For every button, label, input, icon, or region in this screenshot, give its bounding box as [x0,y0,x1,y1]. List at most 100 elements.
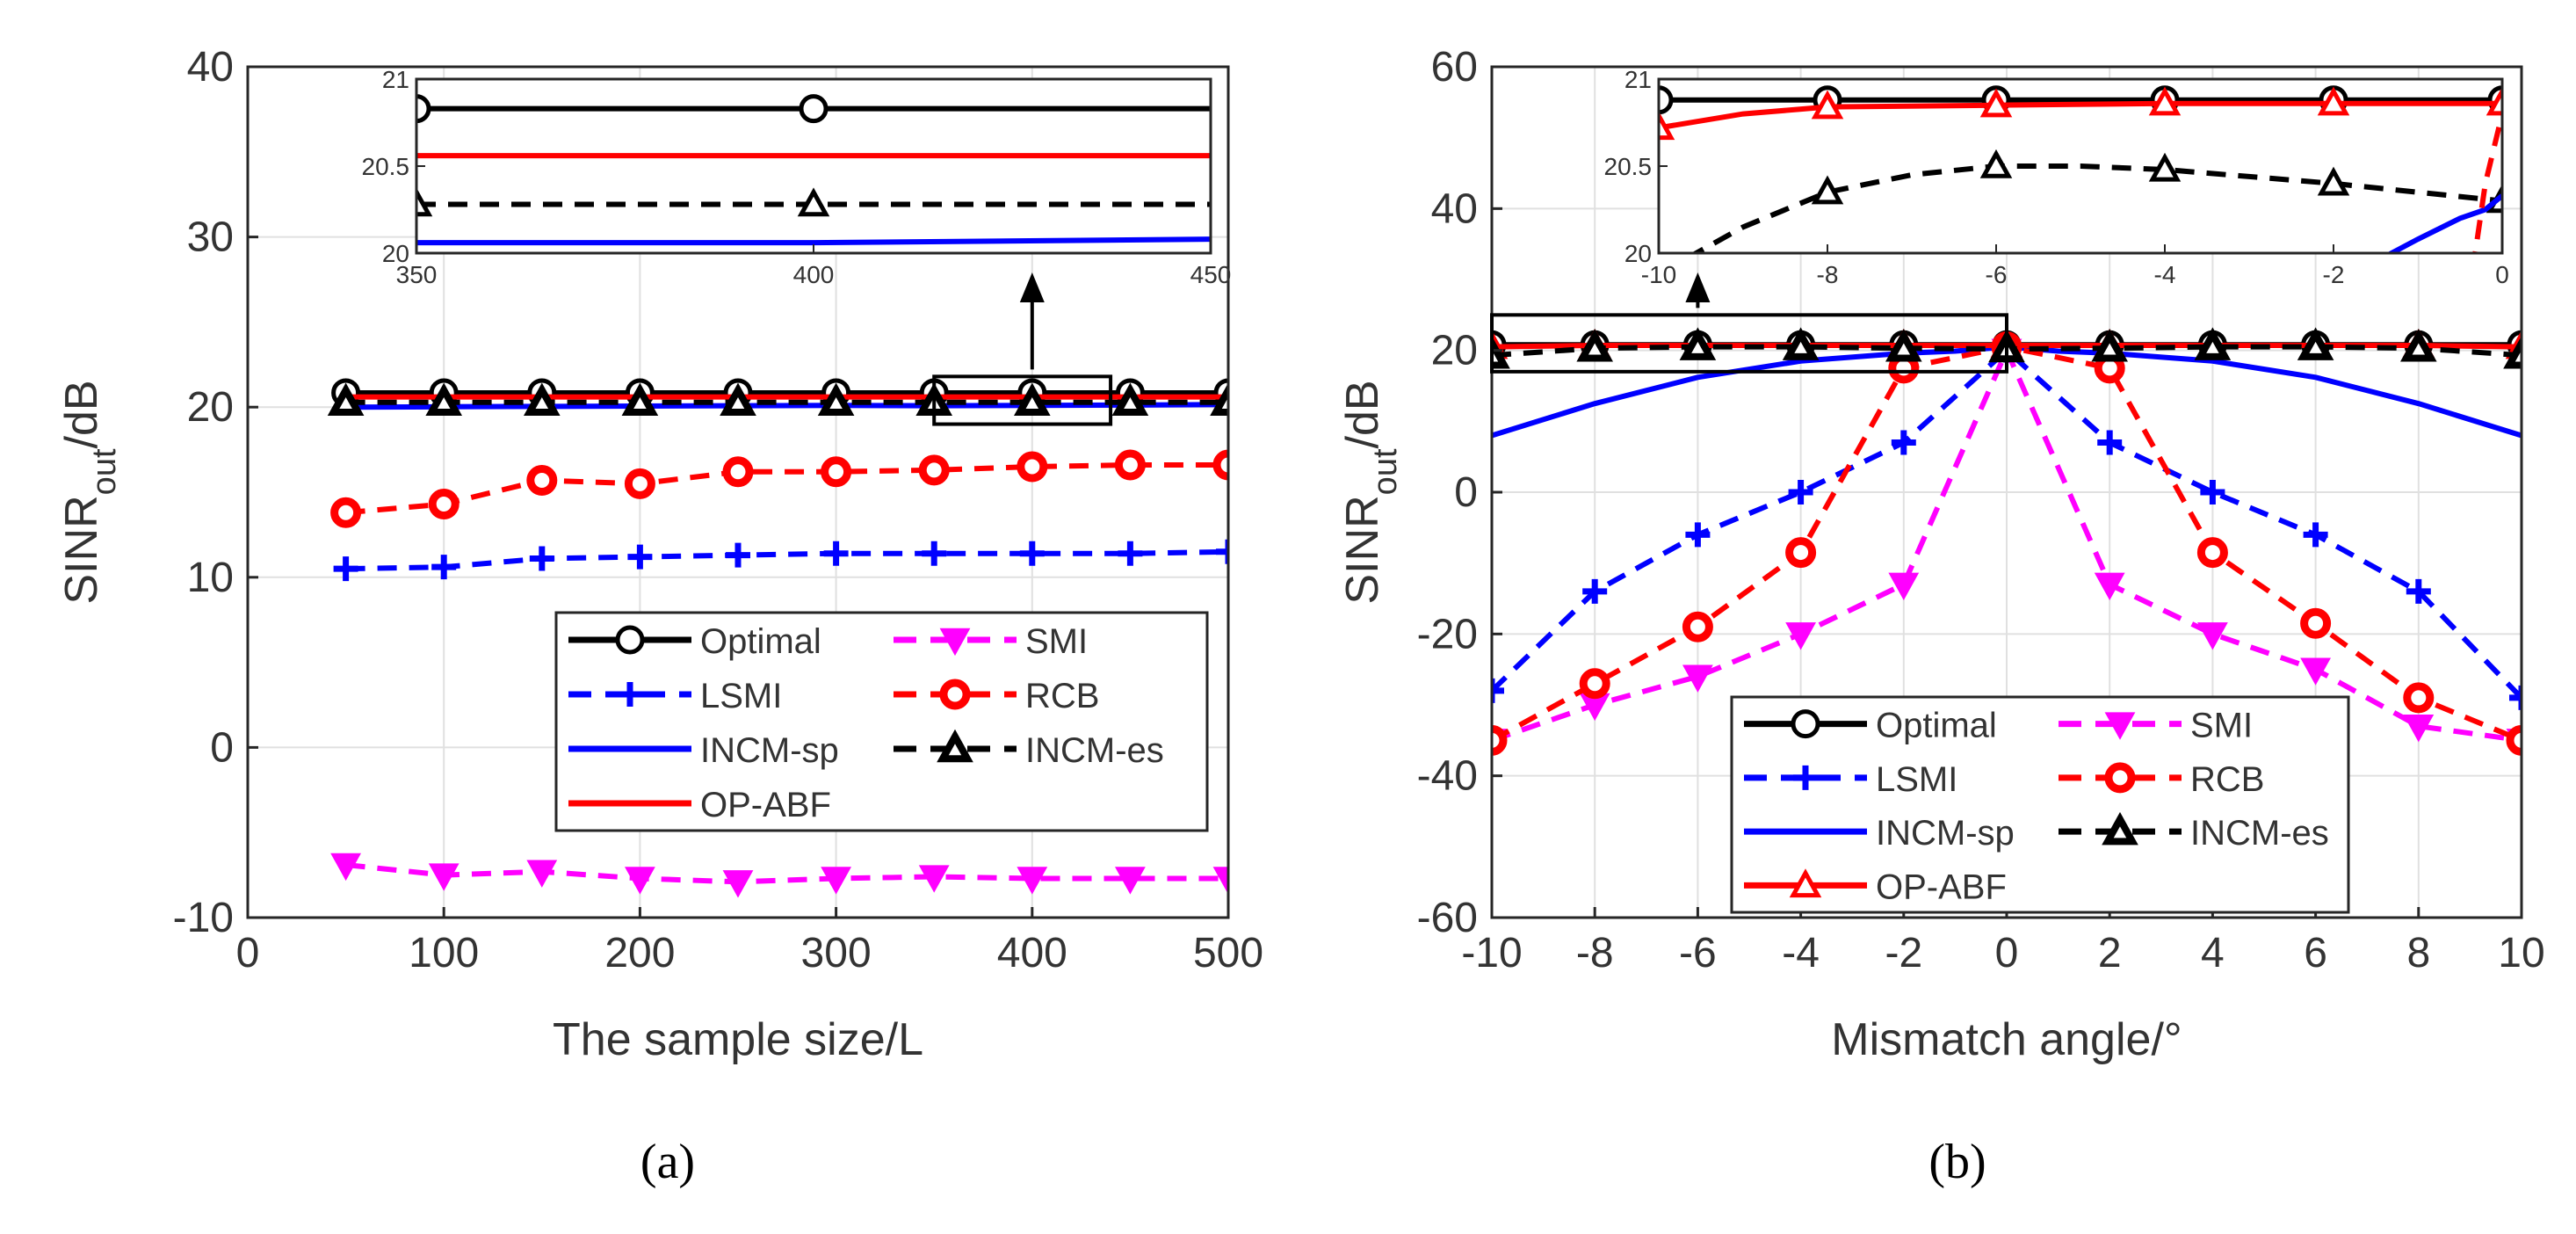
data-point-incm-es [524,382,561,416]
data-point-smi [1212,867,1228,895]
legend-marker-rcb [2104,762,2136,794]
data-point-smi [1017,867,1048,895]
data-point-rcb [1492,724,1508,756]
y-tick-label: 20 [187,384,234,431]
data-point-smi [722,870,754,898]
data-point-lsmi [1891,430,1916,455]
data-point-lsmi [529,546,554,571]
series-line-lsmi [345,548,1228,572]
inset-x-tick-label: -2 [2323,261,2345,288]
legend-label-incm-sp: INCM-sp [1876,814,2015,853]
inset-y-tick-label: 20 [1624,240,1652,267]
inset-series-group [1659,85,2502,253]
data-point-lsmi [823,541,849,566]
zoom-box [1490,313,2008,374]
data-point-lsmi [2509,685,2522,710]
x-tick-label: 100 [409,930,479,976]
y-tick-label: 30 [187,214,234,261]
inset-y-tick-label: 20.5 [1604,153,1653,180]
legend-marker-lsmi [1793,765,1818,790]
legend-label-incm-sp: INCM-sp [700,731,839,770]
data-point-lsmi [1685,522,1711,548]
legend-label-optimal: Optimal [700,622,821,661]
inset-point-incm-es [416,187,433,217]
x-tick-label: 0 [236,930,260,976]
data-point-incm-es [621,382,659,416]
inset-point-optimal [416,94,431,124]
y-axis-label: SINRout/dB [1337,380,1404,604]
y-axis-label-sub: out [86,448,123,495]
y-tick-label: 40 [187,44,234,91]
y-axis-label-unit: /dB [1337,380,1388,448]
x-axis-label: Mismatch angle/° [1831,1014,2182,1065]
data-point-rcb [1785,537,1817,569]
inset-point-incm-es [797,187,830,217]
y-tick-label: 60 [1431,44,1478,91]
data-point-lsmi [1216,539,1228,564]
data-point-smi [1888,572,1920,600]
x-tick-label: 400 [997,930,1067,976]
data-point-incm-es [817,382,855,416]
inset-y-tick-label: 21 [1624,66,1652,93]
legend-marker-incm-es [937,729,973,763]
data-point-smi [526,860,558,888]
legend-label-op-abf: OP-ABF [1876,867,2007,906]
x-tick-label: 200 [604,930,675,976]
inset-point-op-abf [1979,88,2013,118]
series-line-rcb [345,462,1228,516]
series-line-lsmi [1492,347,2522,700]
x-tick-label: -10 [1461,930,1522,976]
x-tick-label: -2 [1885,930,1922,976]
legend-label-smi: SMI [1025,622,1088,661]
y-tick-label: 0 [210,724,234,771]
data-point-lsmi [1118,541,1143,566]
zoom-box [932,374,1113,426]
panel-caption: (b) [1928,1135,1986,1189]
x-tick-label: 0 [1995,930,2019,976]
data-point-rcb [2403,682,2435,714]
x-tick-label: 300 [801,930,872,976]
y-tick-label: 10 [187,555,234,601]
legend: Optimal SMI LSMI RCB INCM-sp INCM-es OP-ABF [554,611,1209,832]
inset-x-tick-label: 450 [1190,261,1232,288]
data-point-lsmi [922,541,947,566]
y-axis-label-unit: /dB [56,380,107,448]
legend-label-rcb: RCB [1025,677,1099,715]
legend-label-lsmi: LSMI [700,677,782,715]
inset-point-incm-es [1811,175,1844,205]
inset-x-tick-label: -6 [1986,261,2008,288]
data-point-rcb [526,464,558,496]
legend-marker-rcb [939,679,971,710]
data-point-smi [821,867,851,895]
inset-line-incm-es [1690,163,2502,253]
legend-label-optimal: Optimal [1876,707,1997,745]
data-point-rcb [624,468,655,499]
data-point-incm-es [1492,336,1510,369]
x-tick-label: -6 [1679,930,1717,976]
legend-label-op-abf: OP-ABF [700,786,831,824]
zoom-arrow-head [1019,272,1045,302]
data-point-incm-es [2503,336,2522,369]
data-point-rcb [1017,451,1048,483]
series-line-incm-sp [345,402,1228,410]
data-point-smi [1682,664,1713,693]
data-point-smi [2300,657,2331,686]
inset-point-incm-es [1979,149,2013,178]
data-point-incm-es [2297,327,2334,360]
data-point-lsmi [726,542,750,568]
legend-marker-optimal [615,625,645,655]
data-point-rcb [330,497,362,528]
inset-x-tick-label: -10 [1641,261,1676,288]
y-tick-label: -20 [1417,611,1478,657]
inset-x-tick-label: 350 [396,261,438,288]
inset-line-incm-sp [2385,193,2502,253]
legend-label-smi: SMI [2190,707,2253,745]
inset-point-op-abf [2486,86,2502,116]
series-line-smi [345,862,1228,885]
data-point-incm-es [425,382,462,416]
data-point-smi [1115,867,1146,895]
inset-x-tick-label: 400 [793,261,835,288]
y-axis-label-main: SINR [1337,495,1388,604]
inset-x-tick-label: -8 [1817,261,1839,288]
x-axis-label: The sample size/L [553,1014,923,1065]
